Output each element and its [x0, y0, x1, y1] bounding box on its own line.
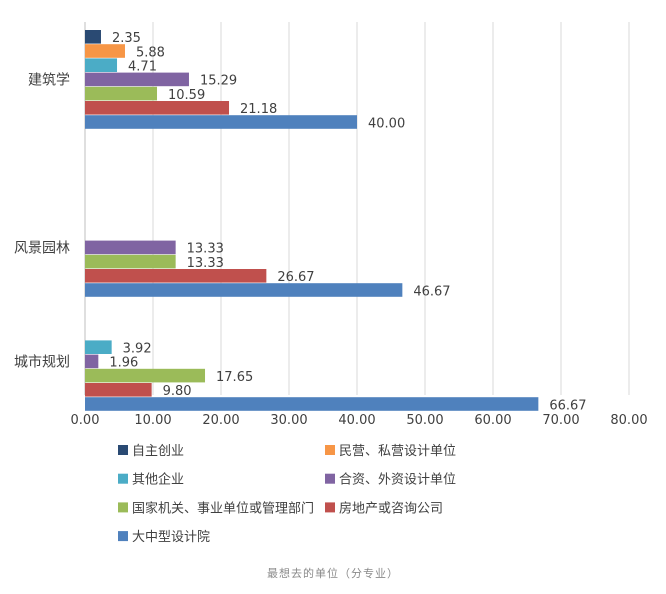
- x-tick-label: 70.00: [542, 413, 579, 428]
- legend-label: 合资、外资设计单位: [339, 473, 456, 488]
- bar: [85, 58, 118, 72]
- bar: [85, 340, 112, 354]
- data-label: 13.33: [187, 242, 224, 257]
- data-label: 4.71: [128, 60, 157, 75]
- data-label: 21.18: [240, 102, 277, 117]
- bar: [85, 86, 158, 101]
- bar: [85, 283, 403, 297]
- category-label: 建筑学: [28, 73, 70, 89]
- bar: [85, 101, 230, 115]
- bar: [85, 269, 267, 283]
- legend-label: 房地产或咨询公司: [339, 500, 443, 516]
- legend-swatch: [118, 473, 128, 484]
- data-label: 17.65: [216, 370, 253, 385]
- bar: [85, 240, 176, 255]
- chart-caption: 最想去的单位（分专业）: [267, 567, 399, 580]
- bar: [85, 254, 176, 269]
- x-tick-label: 0.00: [71, 413, 100, 428]
- legend-swatch: [118, 502, 128, 513]
- data-label: 1.96: [109, 356, 138, 371]
- x-tick-label: 30.00: [270, 413, 307, 428]
- bar: [85, 354, 99, 369]
- data-label: 9.80: [163, 384, 192, 399]
- x-tick-label: 20.00: [202, 413, 239, 428]
- x-tick-label: 50.00: [406, 413, 443, 428]
- legend-swatch: [325, 445, 335, 455]
- x-tick-label: 40.00: [338, 413, 375, 428]
- legend-label: 自主创业: [132, 444, 184, 459]
- legend-swatch: [325, 473, 335, 484]
- data-label: 66.67: [549, 398, 586, 413]
- x-tick-label: 10.00: [134, 413, 171, 428]
- bar: [85, 30, 101, 44]
- legend-label: 国家机关、事业单位或管理部门: [132, 500, 314, 516]
- bar: [85, 383, 152, 397]
- data-label: 10.59: [168, 88, 205, 103]
- bar: [85, 368, 206, 383]
- legend-swatch: [118, 445, 128, 455]
- legend-swatch: [118, 531, 128, 542]
- data-label: 3.92: [123, 342, 152, 357]
- legend-label: 民营、私营设计单位: [339, 444, 456, 459]
- data-label: 2.35: [112, 31, 141, 46]
- bar: [85, 44, 125, 58]
- data-label: 5.88: [136, 45, 165, 60]
- bar: [85, 72, 189, 87]
- bar: [85, 115, 357, 129]
- category-label: 城市规划: [14, 354, 70, 371]
- data-label: 26.67: [277, 270, 314, 285]
- data-label: 40.00: [368, 116, 405, 131]
- legend-label: 大中型设计院: [132, 530, 210, 545]
- data-label: 46.67: [413, 284, 450, 299]
- legend-swatch: [325, 502, 335, 513]
- bar: [85, 397, 539, 411]
- category-label: 风景园林: [14, 241, 70, 257]
- x-tick-label: 60.00: [474, 413, 511, 428]
- x-tick-label: 80.00: [610, 413, 647, 428]
- data-label: 15.29: [200, 74, 237, 89]
- data-label: 13.33: [187, 256, 224, 271]
- legend-label: 其他企业: [132, 472, 184, 488]
